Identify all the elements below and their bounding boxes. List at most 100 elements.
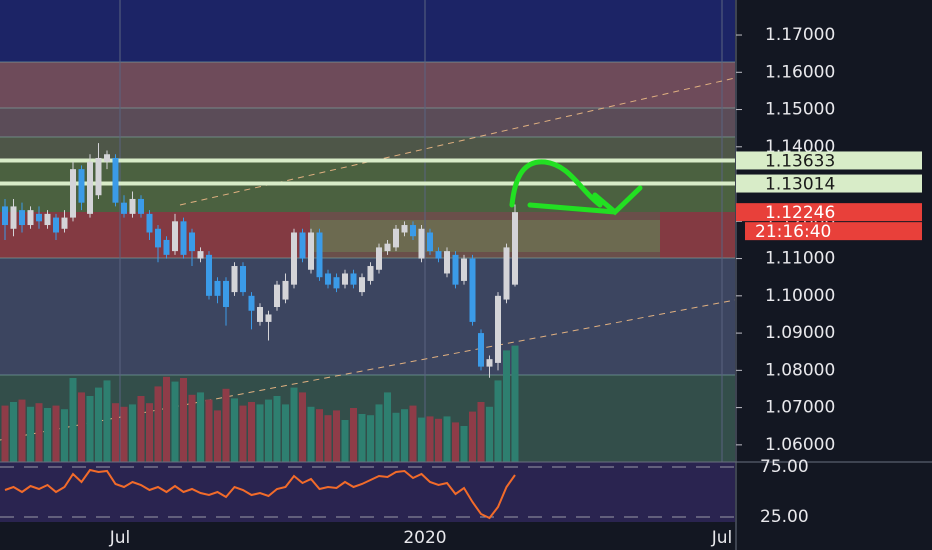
- countdown-label: 21:16:40: [755, 222, 831, 242]
- candle-body: [410, 225, 416, 237]
- zone: [0, 0, 735, 62]
- volume-bar: [443, 416, 451, 462]
- candle-body: [316, 232, 323, 278]
- volume-bar: [129, 404, 136, 462]
- volume-bar: [409, 405, 417, 462]
- y-tick-label: 1.16000: [765, 62, 835, 82]
- candle-body: [248, 295, 255, 311]
- candle-body: [342, 273, 348, 285]
- volume-bar: [78, 392, 85, 462]
- volume-bar: [239, 405, 247, 462]
- y-tick-label: 1.10000: [765, 286, 835, 306]
- volume-bar: [290, 387, 298, 462]
- candle-body: [155, 228, 161, 248]
- candle-body: [299, 232, 306, 259]
- candle-body: [486, 359, 493, 367]
- candle-body: [10, 206, 17, 229]
- volume-bar: [494, 380, 502, 462]
- candle-body: [452, 254, 459, 285]
- candle-body: [112, 157, 119, 203]
- candle-body: [512, 212, 518, 285]
- volume-bar: [350, 408, 357, 462]
- candle-body: [393, 228, 399, 248]
- volume-bar: [477, 402, 485, 462]
- candle-body: [478, 333, 484, 367]
- volume-bar: [171, 381, 179, 462]
- candle-body: [291, 232, 297, 285]
- volume-bar: [418, 417, 425, 462]
- candle-body: [197, 251, 204, 259]
- x-tick-label: Jul: [711, 528, 733, 548]
- candle-body: [282, 280, 289, 300]
- volume-bar: [265, 399, 272, 462]
- candle-body: [44, 213, 51, 226]
- volume-bar: [341, 420, 349, 462]
- candle-body: [384, 243, 391, 252]
- candle-body: [503, 247, 510, 300]
- volume-bar: [222, 388, 230, 462]
- candle-body: [274, 284, 280, 308]
- y-tick-label: 1.07000: [765, 398, 835, 418]
- price-tag-label: 1.13014: [765, 175, 835, 195]
- candle-body: [70, 169, 76, 218]
- volume-bar: [392, 412, 400, 462]
- rsi-tick-label: 25.00: [760, 507, 809, 527]
- volume-bar: [273, 396, 281, 462]
- candle-body: [223, 280, 229, 308]
- volume-bar: [188, 394, 196, 462]
- volume-bar: [231, 398, 238, 462]
- candle-body: [376, 247, 382, 270]
- volume-bar: [214, 410, 221, 462]
- y-tick-label: 1.09000: [765, 323, 835, 343]
- y-tick-label: 1.08000: [765, 360, 835, 380]
- volume-bar: [460, 426, 468, 462]
- volume-bar: [452, 422, 459, 462]
- volume-bar: [358, 414, 366, 462]
- volume-bar: [95, 387, 102, 462]
- volume-bar: [248, 402, 255, 462]
- volume-bar: [69, 378, 77, 462]
- candle-body: [231, 266, 238, 293]
- candle-body: [180, 221, 187, 255]
- rsi-line: [4, 468, 516, 520]
- candle-body: [435, 251, 442, 259]
- volume-bar: [511, 345, 519, 462]
- volume-bar: [503, 350, 510, 462]
- candle-body: [257, 307, 263, 322]
- candle-body: [104, 154, 110, 162]
- candle-body: [27, 210, 34, 226]
- x-tick-label: 2020: [403, 528, 446, 548]
- candle-body: [36, 213, 42, 222]
- candle-body: [469, 258, 476, 322]
- last-price-label: 1.12246: [765, 203, 835, 223]
- volume-bar: [180, 378, 187, 462]
- drawn-arrow: [509, 159, 643, 216]
- candle-body: [359, 277, 365, 293]
- price-tag: [736, 151, 922, 170]
- zone: [0, 137, 735, 160]
- volume-bar: [86, 396, 94, 462]
- candle-body: [172, 221, 178, 252]
- last-price-tag: [736, 203, 922, 222]
- volume-bar: [61, 409, 68, 462]
- volume-bar: [256, 404, 264, 462]
- candle-body: [78, 169, 85, 203]
- y-tick-label: 1.11000: [765, 249, 835, 269]
- volume-bar: [205, 399, 213, 462]
- volume-bar: [401, 409, 408, 462]
- candle-body: [19, 210, 25, 226]
- volume-bar: [1, 405, 9, 462]
- volume-bar: [367, 415, 374, 462]
- volume-bar: [435, 418, 442, 462]
- candle-body: [189, 232, 195, 252]
- volume-bar: [52, 405, 60, 462]
- volume-bar: [10, 402, 17, 462]
- volume-bar: [375, 404, 383, 462]
- price-axis: [735, 0, 932, 550]
- volume-bar: [120, 406, 128, 462]
- candle-body: [53, 217, 59, 233]
- volume-bar: [35, 403, 43, 462]
- zone: [0, 108, 735, 137]
- fib-lines: [0, 61, 735, 376]
